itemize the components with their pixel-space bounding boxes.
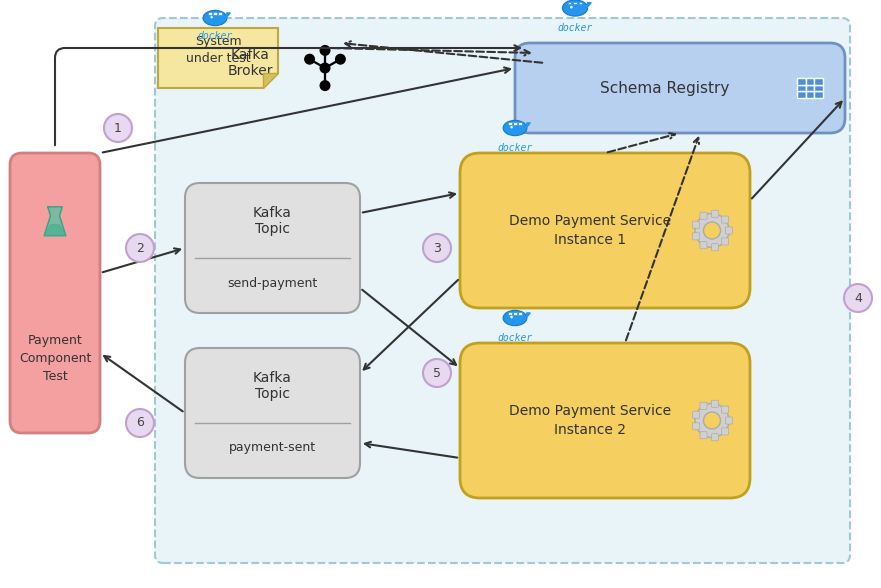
Bar [796,85,805,91]
Text: 6: 6 [136,416,144,429]
Polygon shape [226,13,230,18]
FancyBboxPatch shape [725,417,732,424]
FancyBboxPatch shape [692,233,700,240]
Text: send-payment: send-payment [227,276,318,289]
Circle shape [126,409,154,437]
Circle shape [304,54,315,65]
Bar [514,312,516,315]
Text: docker: docker [498,143,533,153]
FancyBboxPatch shape [700,432,707,439]
Bar [814,85,823,91]
Polygon shape [526,313,530,318]
Polygon shape [526,123,530,128]
FancyBboxPatch shape [185,348,360,478]
FancyBboxPatch shape [711,243,719,251]
FancyBboxPatch shape [700,242,707,249]
Bar [796,78,805,85]
Ellipse shape [562,0,588,16]
FancyBboxPatch shape [692,411,700,418]
Circle shape [335,54,346,65]
Circle shape [510,126,513,128]
FancyBboxPatch shape [725,227,732,234]
Circle shape [695,213,729,248]
Circle shape [423,234,451,262]
Text: System
under test: System under test [186,35,250,65]
Text: 1: 1 [114,122,122,135]
FancyBboxPatch shape [185,183,360,313]
Circle shape [320,62,330,74]
Circle shape [320,45,330,56]
Bar [814,78,823,85]
Bar [579,2,582,4]
FancyBboxPatch shape [711,434,719,441]
Bar [567,2,572,4]
Bar [508,312,512,315]
Text: Kafka
Topic: Kafka Topic [253,206,292,236]
Text: 3: 3 [433,242,440,255]
Ellipse shape [204,11,227,26]
Polygon shape [263,73,278,88]
FancyBboxPatch shape [155,18,850,563]
Circle shape [570,6,573,8]
Polygon shape [587,2,591,8]
FancyBboxPatch shape [692,221,700,228]
FancyBboxPatch shape [515,43,845,133]
Polygon shape [44,207,66,236]
Ellipse shape [503,310,527,326]
Bar [796,91,805,98]
Circle shape [704,412,721,429]
Bar [514,122,516,125]
Circle shape [126,234,154,262]
Bar [508,122,512,125]
FancyBboxPatch shape [722,238,729,245]
FancyBboxPatch shape [460,343,750,498]
FancyBboxPatch shape [460,153,750,308]
Bar [518,312,522,315]
Bar [814,91,823,98]
Circle shape [320,80,330,91]
FancyBboxPatch shape [700,212,707,219]
Circle shape [844,284,872,312]
Bar [574,2,577,4]
Polygon shape [158,28,278,88]
FancyBboxPatch shape [711,210,719,218]
FancyBboxPatch shape [700,402,707,409]
Text: docker: docker [498,333,533,343]
Text: Kafka
Topic: Kafka Topic [253,371,292,401]
Text: Demo Payment Service
Instance 1: Demo Payment Service Instance 1 [509,214,671,247]
Polygon shape [44,225,66,236]
FancyBboxPatch shape [722,406,729,413]
Bar [805,91,814,98]
Text: Demo Payment Service
Instance 2: Demo Payment Service Instance 2 [509,404,671,437]
Bar [218,12,222,15]
Text: Payment
Component
Test: Payment Component Test [19,333,92,383]
Text: Schema Registry: Schema Registry [600,81,729,95]
Text: docker: docker [197,31,233,41]
Text: docker: docker [558,23,593,33]
Circle shape [704,222,721,239]
FancyBboxPatch shape [722,428,729,435]
FancyBboxPatch shape [692,423,700,430]
Bar [805,85,814,91]
Text: 5: 5 [433,366,441,379]
Bar [805,78,814,85]
Text: payment-sent: payment-sent [229,442,316,455]
Text: 2: 2 [136,242,144,255]
Circle shape [211,16,213,18]
FancyBboxPatch shape [10,153,100,433]
Circle shape [104,114,132,142]
Bar [518,122,522,125]
Circle shape [510,316,513,319]
FancyBboxPatch shape [722,216,729,223]
Bar [213,12,217,15]
Circle shape [695,403,729,437]
Circle shape [423,359,451,387]
Text: Kafka
Broker: Kafka Broker [227,48,273,78]
FancyBboxPatch shape [711,400,719,407]
Bar [208,12,211,15]
Text: 4: 4 [854,292,862,305]
Ellipse shape [503,121,527,136]
